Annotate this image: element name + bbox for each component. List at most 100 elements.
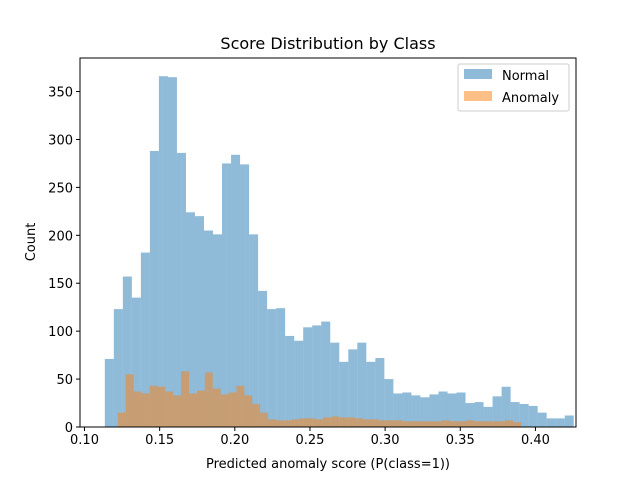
normal-bar [312, 325, 322, 427]
normal-bar [483, 406, 493, 427]
normal-bar [294, 340, 304, 427]
normal-bar [402, 392, 412, 427]
normal-bar [420, 397, 430, 427]
anomaly-bar [386, 420, 395, 427]
normal-bar [357, 342, 367, 427]
normal-bar [194, 216, 204, 427]
anomaly-bar [299, 418, 308, 427]
normal-bar [411, 395, 421, 427]
anomaly-bar [473, 421, 482, 427]
anomaly-bar [497, 421, 506, 427]
normal-bar [330, 342, 340, 427]
normal-bar [213, 234, 223, 427]
anomaly-bar [434, 421, 443, 427]
y-tick-label: 100 [48, 325, 73, 340]
normal-bar [528, 405, 538, 427]
legend-swatch-normal [464, 69, 492, 79]
normal-bar [501, 386, 511, 427]
anomaly-bar [347, 417, 356, 427]
anomaly-bar [117, 412, 126, 427]
anomaly-bar [505, 420, 514, 427]
normal-bar [456, 392, 466, 427]
normal-bar [167, 77, 177, 428]
normal-bar [185, 212, 195, 427]
normal-bar [303, 327, 313, 427]
chart-title: Score Distribution by Class [220, 34, 435, 53]
y-tick-label: 150 [48, 277, 73, 292]
anomaly-bar [362, 419, 371, 427]
x-tick-label: 0.30 [371, 433, 400, 448]
legend-label-anomaly: Anomaly [502, 91, 559, 106]
normal-bar [321, 321, 331, 427]
anomaly-bar [165, 391, 174, 427]
legend-swatch-anomaly [464, 91, 492, 101]
anomaly-bar [426, 421, 435, 427]
anomaly-bar [513, 422, 522, 427]
anomaly-bar [149, 385, 158, 427]
normal-bar [393, 393, 403, 427]
anomaly-bar [457, 421, 466, 427]
anomaly-bar [291, 419, 300, 427]
anomaly-bar [331, 416, 340, 427]
anomaly-bar [220, 394, 229, 427]
anomaly-bar [370, 419, 379, 427]
normal-bar [249, 234, 259, 427]
normal-bar [492, 396, 502, 427]
anomaly-bar [378, 420, 387, 427]
x-tick-label: 0.20 [220, 433, 249, 448]
y-tick-label: 350 [48, 86, 73, 101]
y-tick-label: 50 [56, 373, 73, 388]
normal-bar [366, 361, 376, 427]
normal-bar [375, 357, 385, 427]
normal-bar [231, 154, 241, 427]
anomaly-bar [244, 395, 253, 427]
anomaly-bar [394, 420, 403, 427]
anomaly-bar [228, 392, 237, 427]
anomaly-bar [307, 418, 316, 427]
x-tick-label: 0.40 [521, 433, 550, 448]
anomaly-bar [236, 385, 245, 427]
y-tick-label: 250 [48, 181, 73, 196]
anomaly-bar [442, 420, 450, 427]
normal-bar [113, 309, 123, 427]
normal-bar [519, 403, 529, 427]
anomaly-bar [355, 418, 363, 427]
anomaly-bar [196, 390, 205, 427]
normal-bar [222, 163, 232, 427]
normal-bar [474, 402, 484, 427]
plot-frame [79, 57, 577, 428]
anomaly-bar [323, 417, 332, 427]
anomaly-bar [283, 420, 292, 427]
normal-bar [158, 76, 168, 427]
anomaly-bar [410, 421, 419, 427]
normal-bar [555, 418, 565, 427]
anomaly-bar [449, 421, 458, 427]
legend: Normal Anomaly [457, 63, 570, 112]
anomaly-bar [465, 420, 474, 427]
anomaly-bar [315, 419, 324, 427]
normal-bar [348, 349, 358, 427]
y-axis-label: Count [24, 223, 39, 262]
normal-series-bars [104, 76, 574, 428]
anomaly-bar [339, 417, 348, 427]
y-tick-label: 0 [65, 421, 73, 436]
normal-bar [131, 297, 141, 427]
x-axis-label: Predicted anomaly score (P(class=1)) [206, 457, 450, 472]
normal-bar [285, 335, 295, 427]
x-tick-label: 0.15 [145, 433, 174, 448]
normal-bar [384, 379, 394, 427]
anomaly-bar [204, 372, 213, 427]
anomaly-bar [252, 403, 261, 427]
normal-bar [537, 412, 547, 427]
anomaly-bar [268, 419, 276, 427]
anomaly-bar [402, 421, 411, 427]
anomaly-bar [125, 374, 134, 427]
normal-bar [122, 276, 132, 427]
normal-bar [429, 394, 439, 427]
anomaly-bar [173, 395, 182, 427]
normal-bar [546, 418, 556, 427]
y-axis-ticks: 0 50 100 150 200 250 300 350 [48, 86, 80, 436]
anomaly-bar [481, 421, 490, 427]
normal-bar [267, 309, 277, 427]
normal-bar [447, 393, 457, 427]
